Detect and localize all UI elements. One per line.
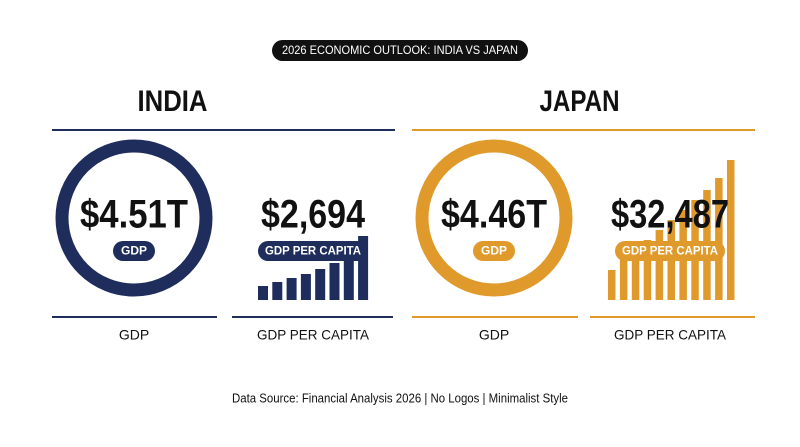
decor-bar	[272, 282, 283, 300]
title: 2026 ECONOMIC OUTLOOK: INDIA VS JAPAN	[282, 43, 518, 57]
country-name: JAPAN	[540, 85, 620, 118]
decor-bar	[643, 240, 652, 300]
per-capita-badge	[615, 241, 725, 261]
decor-bar	[631, 250, 640, 300]
country-name: INDIA	[138, 85, 208, 118]
gdp-label: GDP	[479, 327, 509, 343]
gdp-value: $4.46T	[441, 193, 547, 237]
decor-bar	[715, 178, 723, 300]
gdp-badge	[113, 241, 155, 261]
gdp-badge-text: GDP	[121, 244, 147, 258]
per-capita-label: GDP PER CAPITA	[614, 327, 727, 343]
decor-bar	[258, 286, 268, 300]
per-capita-value: $32,487	[611, 193, 729, 237]
per-capita-badge	[258, 241, 368, 261]
decor-bar	[655, 230, 664, 300]
per-capita-badge-text: GDP PER CAPITA	[265, 244, 361, 258]
decor-bar	[300, 274, 311, 300]
decor-bar	[286, 278, 297, 300]
gdp-ring	[55, 139, 213, 297]
gdp-label: GDP	[119, 327, 149, 343]
title-pill	[272, 40, 528, 61]
decor-bar	[358, 236, 369, 300]
decor-bar	[329, 263, 340, 300]
decor-bar	[727, 160, 735, 300]
gdp-value: $4.51T	[80, 193, 188, 237]
gdp-ring	[415, 139, 573, 297]
decor-bar	[619, 260, 628, 300]
decor-bar	[315, 269, 326, 300]
decor-bar	[343, 254, 354, 300]
decor-bar	[608, 270, 616, 300]
gdp-badge-text: GDP	[481, 244, 507, 258]
footer: Data Source: Financial Analysis 2026 | N…	[232, 390, 568, 405]
per-capita-value: $2,694	[261, 193, 366, 237]
per-capita-badge-text: GDP PER CAPITA	[622, 244, 718, 258]
per-capita-label: GDP PER CAPITA	[257, 327, 370, 343]
gdp-badge	[473, 241, 515, 261]
